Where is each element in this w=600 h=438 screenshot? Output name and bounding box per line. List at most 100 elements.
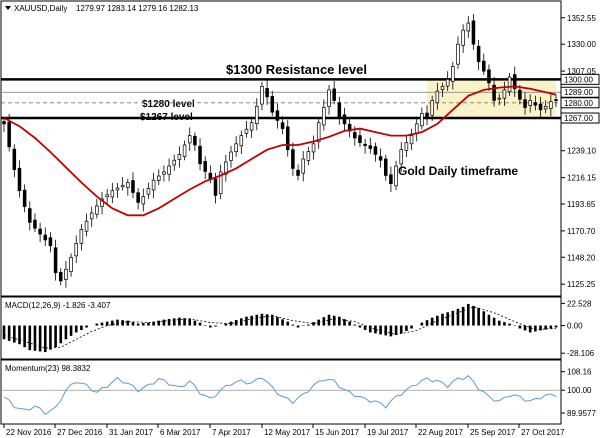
candle-body [187,135,192,144]
candle-body [7,121,11,148]
candle-body [2,121,6,125]
candle-body [554,99,558,101]
candles-layer [2,14,558,288]
candle-body [409,135,414,145]
level-badge-label: 1300.00 [564,75,593,84]
candle-body [69,257,73,272]
candle-body [38,228,42,235]
candle-body [120,184,125,188]
candle-body [131,180,135,193]
candle-body [404,142,409,151]
ohlc-values: 1279.97 1283.14 1279.16 1282.13 [76,4,199,13]
price-tick-label: 1170.70 [567,227,596,236]
candle-body [177,154,182,160]
candle-body [136,192,140,203]
candle-body [146,187,151,195]
candle-body [229,151,233,161]
candle-body [48,237,53,247]
price-axis: 1125.25 1148.20 1170.70 1193.65 1216.15 1239.… [561,14,596,289]
price-tick-label: 1330.00 [567,40,596,49]
candle-body [471,20,476,45]
macd-label: MACD(12,26,9) -1.826 -3.407 [5,301,111,310]
date-tick-label: 27 Oct 2017 [521,428,565,437]
candle-body [487,69,491,84]
macd-tick-label: 22.528 [567,299,592,308]
candle-body [64,268,68,280]
candle-body [549,101,553,109]
candle-body [12,148,17,170]
candle-body [193,135,197,146]
candle-body [58,271,63,282]
candle-body [172,159,177,166]
timeframe-annotation: Gold Daily timeframe [398,164,518,178]
candle-body [218,171,223,195]
level-badge-label: 1267.00 [564,114,593,123]
candle-body [332,88,336,101]
candle-body [100,198,104,207]
price-panel-frame [0,0,562,297]
momentum-tick-label: 100.00 [567,386,592,395]
resistance-annotation: $1300 Resistance level [226,62,367,77]
date-tick-label: 6 Mar 2017 [160,428,201,437]
candle-body [430,100,434,116]
macd-tick-label: 0.00 [567,322,583,331]
date-tick-label: 27 Dec 2016 [57,428,103,437]
candle-body [43,234,48,241]
date-tick-label: 12 May 2017 [264,428,311,437]
momentum-label: Momentum(23) 98.3832 [5,364,91,373]
candle-body [538,103,543,111]
price-tick-label: 1307.05 [567,67,596,76]
date-tick-label: 22 Nov 2016 [6,428,52,437]
candle-body [543,105,548,110]
candle-body [389,174,393,185]
candle-body [84,220,89,232]
candle-body [105,194,109,198]
candle-body [533,102,538,106]
candle-body [33,219,37,229]
level-badge [560,112,600,124]
candle-body [141,196,146,205]
candle-body [260,86,264,105]
candle-body [79,229,84,244]
candle-body [126,182,130,188]
candle-body [476,45,481,63]
candle-body [523,99,527,108]
candle-body [451,66,455,82]
macd-signal-line [3,306,557,349]
macd-tick-label: -28.106 [567,349,595,358]
candle-body [363,143,367,146]
candle-body [275,110,280,121]
candle-body [306,151,311,161]
date-tick-label: 19 Jul 2017 [367,428,409,437]
candle-body [270,96,275,113]
candle-body [213,178,218,196]
date-tick-label: 25 Sep 2017 [470,428,516,437]
candle-body [528,100,532,106]
candle-body [497,97,502,100]
candle-body [296,169,300,176]
candle-body [22,189,27,207]
candle-body [507,76,512,92]
price-tick-label: 1239.10 [567,147,596,156]
candle-body [244,128,249,134]
candle-body [95,205,99,215]
candle-body [162,171,166,175]
candle-body [461,29,465,46]
candle-body [234,143,238,152]
candle-body [311,143,316,153]
price-tick-label: 1125.25 [567,280,596,289]
level-badges-layer: 1300.00 1289.00 1280.00 1267.00 [560,73,600,124]
collapse-triangle-icon[interactable] [5,6,11,10]
candle-body [466,22,471,32]
level-badge-label: 1280.00 [564,99,593,108]
candle-body [425,112,429,118]
candle-body [342,114,347,125]
moving-average-line [3,85,557,217]
candle-body [182,144,187,157]
date-tick-label: 22 Aug 2017 [418,428,463,437]
candle-body [440,86,445,90]
candle-body [518,89,522,100]
level-lines-layer [1,78,561,120]
date-tick-label: 31 Jan 2017 [109,428,154,437]
